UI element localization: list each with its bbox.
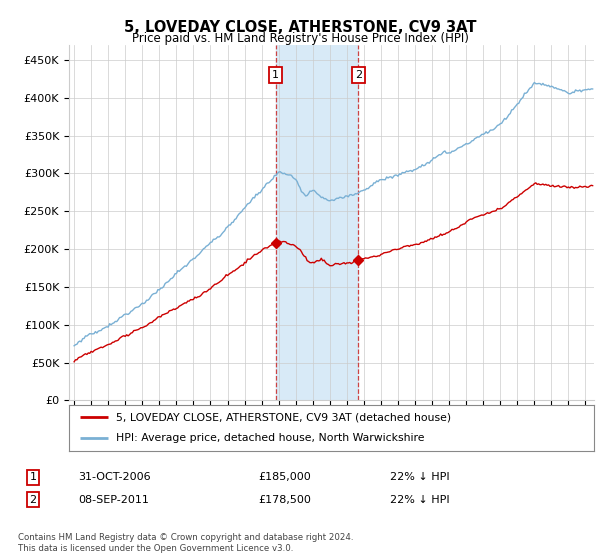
- Text: £185,000: £185,000: [258, 472, 311, 482]
- Text: 08-SEP-2011: 08-SEP-2011: [78, 494, 149, 505]
- Text: 2: 2: [29, 494, 37, 505]
- Text: 2: 2: [355, 70, 362, 80]
- Text: 1: 1: [29, 472, 37, 482]
- Bar: [276, 45, 358, 400]
- Text: 1: 1: [272, 70, 279, 80]
- Text: 5, LOVEDAY CLOSE, ATHERSTONE, CV9 3AT: 5, LOVEDAY CLOSE, ATHERSTONE, CV9 3AT: [124, 20, 476, 35]
- Text: £178,500: £178,500: [258, 494, 311, 505]
- Text: 5, LOVEDAY CLOSE, ATHERSTONE, CV9 3AT (detached house): 5, LOVEDAY CLOSE, ATHERSTONE, CV9 3AT (d…: [116, 412, 451, 422]
- Text: 22% ↓ HPI: 22% ↓ HPI: [390, 494, 449, 505]
- Text: Price paid vs. HM Land Registry's House Price Index (HPI): Price paid vs. HM Land Registry's House …: [131, 32, 469, 45]
- Text: 22% ↓ HPI: 22% ↓ HPI: [390, 472, 449, 482]
- Text: 31-OCT-2006: 31-OCT-2006: [78, 472, 151, 482]
- Text: HPI: Average price, detached house, North Warwickshire: HPI: Average price, detached house, Nort…: [116, 433, 425, 444]
- Text: Contains HM Land Registry data © Crown copyright and database right 2024.
This d: Contains HM Land Registry data © Crown c…: [18, 533, 353, 553]
